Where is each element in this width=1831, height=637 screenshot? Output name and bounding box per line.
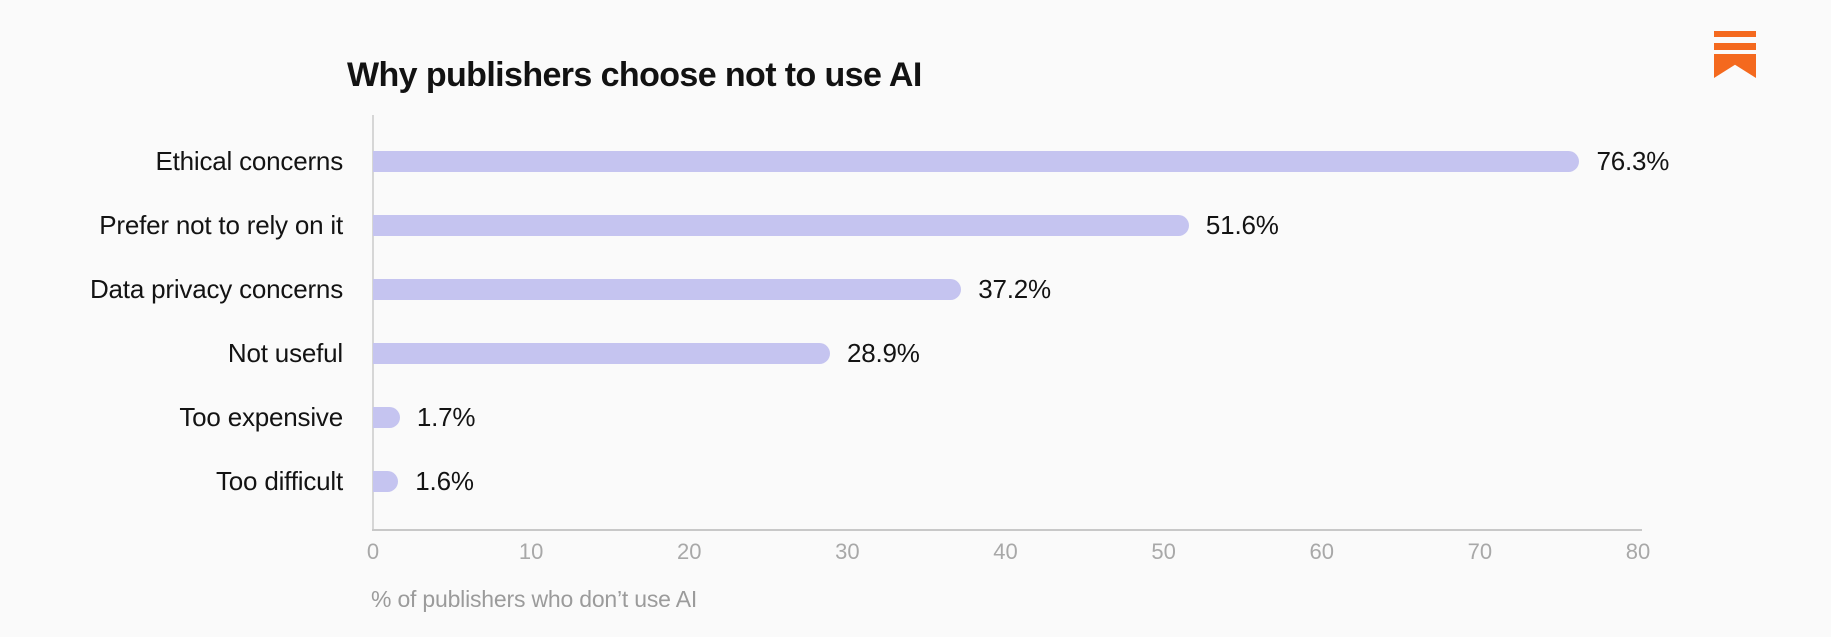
x-tick-label: 50 [1151,539,1176,564]
bar-track: 51.6% [373,210,1638,241]
category-label: Data privacy concerns [89,273,343,304]
bar-track: 37.2% [373,274,1638,305]
value-label: 28.9% [846,337,920,368]
x-tick-label: 10 [518,539,544,564]
chart-row: Too expensive 1.7% [0,385,1638,449]
value-label: 76.3% [1596,145,1670,176]
chart-row: Too difficult 1.6% [0,449,1638,513]
x-axis-ticks: 0 10 20 30 40 50 60 70 80 [367,539,1650,565]
value-label: 1.7% [416,401,476,432]
bar-track: 28.9% [373,338,1638,369]
x-tick-label: 80 [1625,539,1651,564]
category-label: Too difficult [216,465,343,496]
category-label: Ethical concerns [155,145,343,176]
value-label: 1.6% [415,465,474,496]
x-axis-caption: % of publishers who don’t use AI [371,586,698,612]
category-label: Not useful [227,337,343,368]
category-label: Too expensive [179,401,343,432]
x-tick-label: 20 [677,539,702,564]
bar [373,342,830,364]
chart-row: Data privacy concerns 37.2% [0,257,1638,321]
bar [373,278,962,300]
bar-track: 1.6% [373,466,1638,497]
bar [373,470,399,492]
bar-track: 76.3% [373,146,1669,177]
bar [373,150,1580,172]
bar-track: 1.7% [373,402,1638,433]
x-tick-label: 0 [366,539,380,564]
x-tick-label: 60 [1309,539,1334,564]
logo-bar-top [1714,31,1756,37]
bookmark-logo-icon [1714,31,1756,78]
y-axis-line [372,115,374,530]
x-tick-label: 30 [835,539,860,564]
x-tick-label: 70 [1467,539,1493,564]
bar [373,406,400,428]
bar-rows: Ethical concerns 76.3% Prefer not to rely … [0,129,1669,513]
chart-row: Not useful 28.9% [0,321,1638,385]
bar [373,214,1189,236]
chart-row: Prefer not to rely on it 51.6% [0,193,1638,257]
logo-bookmark-shape [1714,54,1756,78]
x-tick-label: 40 [993,539,1018,564]
x-axis-line [372,529,1642,531]
value-label: 51.6% [1205,209,1279,240]
logo-bar-middle [1714,43,1756,50]
chart-title: Why publishers choose not to use AI [347,56,922,94]
chart-row: Ethical concerns 76.3% [0,129,1669,193]
value-label: 37.2% [978,273,1051,304]
category-label: Prefer not to rely on it [99,209,343,240]
